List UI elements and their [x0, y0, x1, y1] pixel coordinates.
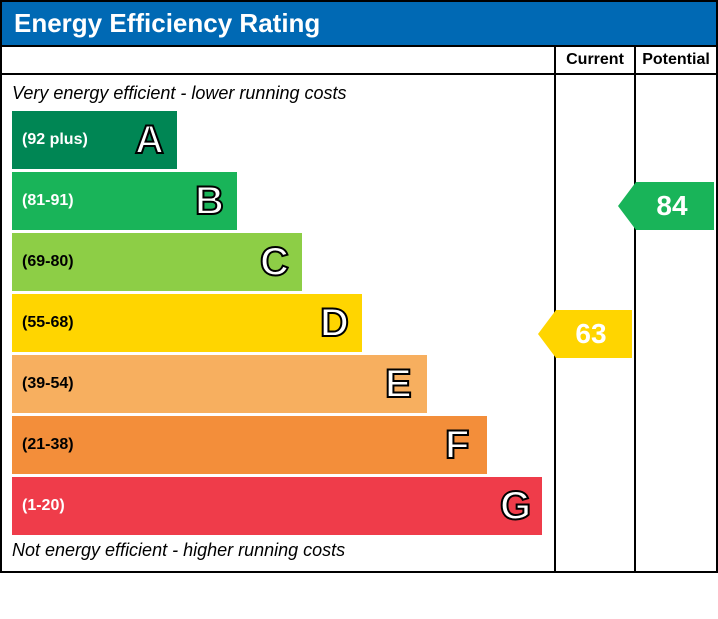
band-range-label: (21-38)	[22, 436, 74, 454]
band-e: (39-54) E	[12, 355, 427, 413]
band-range-label: (55-68)	[22, 314, 74, 332]
band-range-label: (92 plus)	[22, 131, 88, 149]
band-a: (92 plus) A	[12, 111, 177, 169]
arrow-head-icon	[618, 182, 636, 230]
body-row: Very energy efficient - lower running co…	[2, 75, 716, 571]
rating-arrow: 84	[618, 182, 714, 230]
caption-top: Very energy efficient - lower running co…	[2, 81, 554, 108]
band-f: (21-38) F	[12, 416, 487, 474]
header-spacer	[2, 47, 554, 73]
potential-column: 84	[634, 75, 716, 571]
band-range-label: (1-20)	[22, 497, 65, 515]
rating-value: 63	[556, 310, 632, 358]
band-c: (69-80) C	[12, 233, 302, 291]
band-letter: A	[135, 118, 164, 163]
band-d: (55-68) D	[12, 294, 362, 352]
band-letter: C	[260, 240, 289, 285]
header-current: Current	[554, 47, 634, 73]
band-b: (81-91) B	[12, 172, 237, 230]
band-range-label: (81-91)	[22, 192, 74, 210]
arrow-head-icon	[538, 310, 556, 358]
band-letter: F	[445, 423, 469, 468]
band-letter: D	[320, 301, 349, 346]
caption-bottom: Not energy efficient - higher running co…	[2, 538, 554, 565]
band-letter: G	[500, 484, 531, 529]
band-range-label: (69-80)	[22, 253, 74, 271]
rating-arrow: 63	[538, 310, 632, 358]
chart-title: Energy Efficiency Rating	[2, 2, 716, 45]
band-g: (1-20) G	[12, 477, 542, 535]
header-potential: Potential	[634, 47, 716, 73]
band-letter: E	[385, 362, 412, 407]
header-row: Current Potential	[2, 45, 716, 75]
rating-value: 84	[636, 182, 714, 230]
band-letter: B	[195, 179, 224, 224]
bands-column: Very energy efficient - lower running co…	[2, 75, 554, 571]
epc-chart: Energy Efficiency Rating Current Potenti…	[0, 0, 718, 573]
band-range-label: (39-54)	[22, 375, 74, 393]
current-column: 63	[554, 75, 634, 571]
